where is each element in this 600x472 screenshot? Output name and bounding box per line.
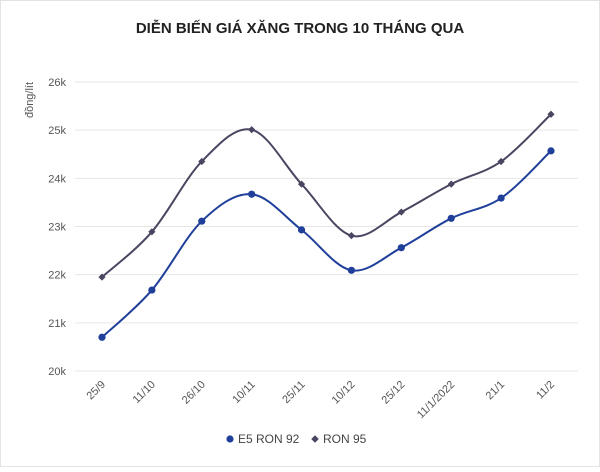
data-point-ron-95 <box>447 180 455 188</box>
y-tick-label: 23k <box>48 222 66 234</box>
data-point-ron-95 <box>497 157 505 166</box>
series-ron-95 <box>98 110 555 281</box>
data-point-ron-95 <box>347 232 356 240</box>
data-point-e5-ron-92 <box>198 217 206 225</box>
data-point-e5-ron-92 <box>397 244 405 252</box>
series-group <box>98 110 555 341</box>
data-point-e5-ron-92 <box>497 194 505 202</box>
data-point-ron-95 <box>198 157 206 166</box>
legend-marker-ron-95 <box>311 435 319 443</box>
legend: E5 RON 92 RON 95 <box>226 432 367 446</box>
legend-label-e5-ron-92: E5 RON 92 <box>238 432 300 446</box>
y-axis-label: đồng/lít <box>24 82 36 118</box>
series-e5-ron-92 <box>98 147 555 341</box>
grid-lines <box>75 81 578 372</box>
data-point-ron-95 <box>148 228 156 236</box>
data-point-ron-95 <box>248 126 256 134</box>
chart-title: DIỄN BIẾN GIÁ XĂNG TRONG 10 THÁNG QUA <box>136 20 465 37</box>
legend-item-ron-95: RON 95 <box>311 432 367 446</box>
data-point-ron-95 <box>297 180 306 188</box>
legend-label-ron-95: RON 95 <box>323 432 367 446</box>
y-tick-label: 21k <box>48 318 66 330</box>
y-tick-labels: 20k 21k 22k 23k 24k 25k 26k <box>48 77 66 378</box>
y-tick-label: 22k <box>48 270 66 282</box>
data-point-e5-ron-92 <box>148 286 156 294</box>
legend-marker-e5-ron-92 <box>226 435 234 443</box>
y-tick-label: 24k <box>48 173 66 185</box>
data-point-e5-ron-92 <box>98 333 106 341</box>
legend-item-e5-ron-92: E5 RON 92 <box>226 432 300 446</box>
data-point-ron-95 <box>547 110 555 118</box>
data-point-ron-95 <box>98 273 106 281</box>
data-point-ron-95 <box>397 208 405 216</box>
data-point-e5-ron-92 <box>447 214 455 222</box>
y-tick-label: 25k <box>48 125 66 137</box>
data-point-e5-ron-92 <box>547 147 555 155</box>
data-point-e5-ron-92 <box>297 226 306 234</box>
y-tick-label: 20k <box>48 366 66 378</box>
data-point-e5-ron-92 <box>347 266 356 274</box>
data-point-e5-ron-92 <box>248 190 256 198</box>
series-line-ron-95 <box>101 113 552 278</box>
series-line-e5-ron-92 <box>101 150 552 339</box>
y-tick-label: 26k <box>48 77 66 89</box>
